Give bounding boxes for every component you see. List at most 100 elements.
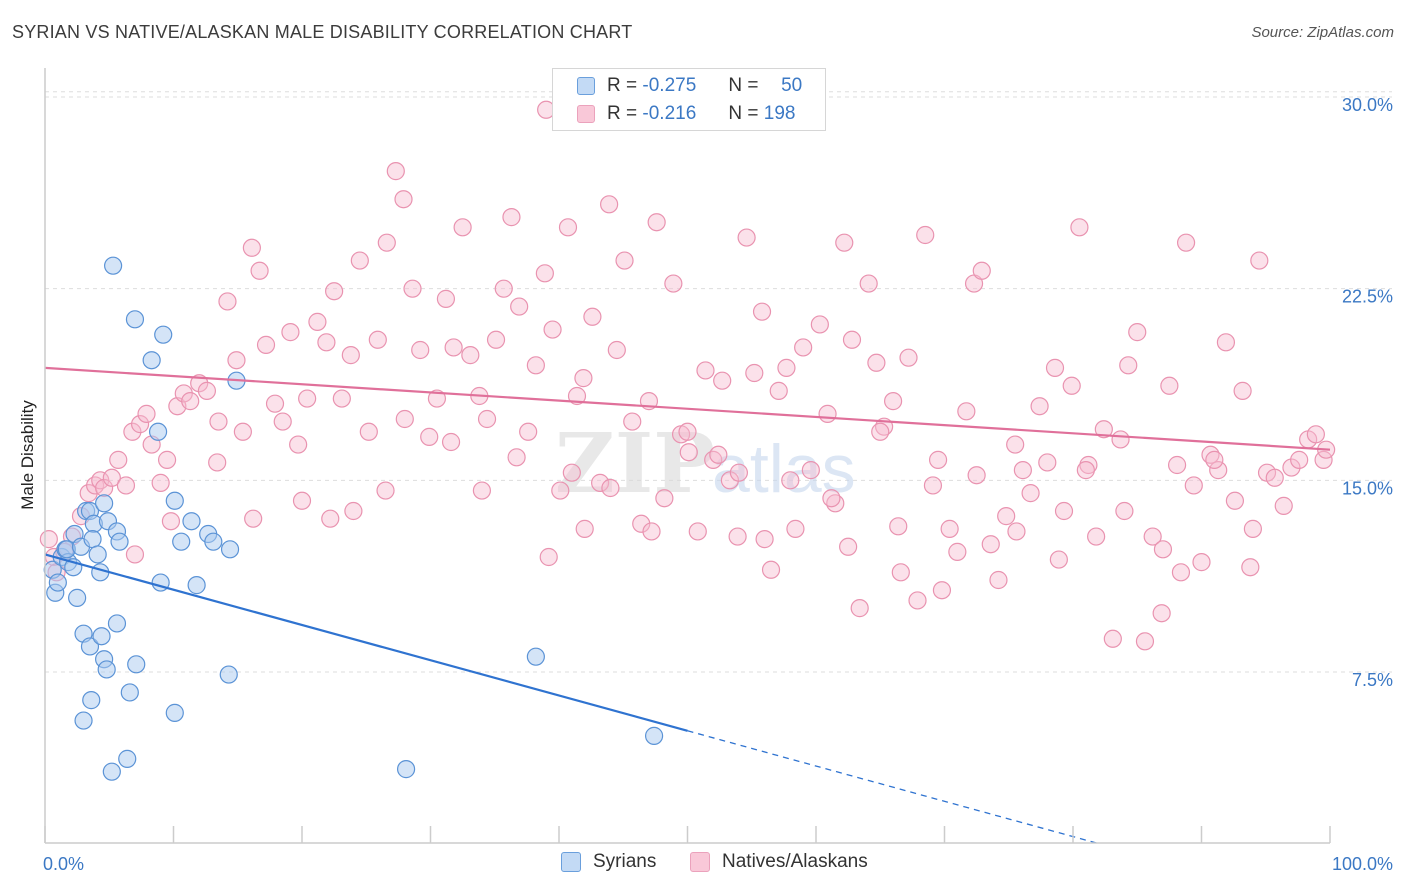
syrians-legend-swatch bbox=[561, 852, 581, 872]
native-point bbox=[395, 409, 414, 429]
native-point bbox=[1167, 455, 1187, 475]
native-point bbox=[871, 422, 890, 441]
syrian-point bbox=[120, 683, 139, 702]
native-point bbox=[543, 320, 562, 339]
native-point bbox=[1128, 323, 1147, 342]
syrian-point bbox=[68, 588, 87, 607]
native-point bbox=[227, 351, 246, 370]
native-point bbox=[818, 404, 837, 423]
native-point bbox=[125, 545, 145, 564]
native-point bbox=[1103, 629, 1122, 648]
native-point bbox=[1062, 376, 1081, 395]
native-point bbox=[461, 346, 480, 365]
syrian-point bbox=[88, 545, 107, 564]
native-point bbox=[981, 535, 1000, 554]
native-point bbox=[377, 233, 396, 252]
natives-legend-swatch bbox=[690, 852, 710, 872]
native-point bbox=[403, 279, 422, 298]
syrians-legend-label: Syrians bbox=[593, 851, 657, 872]
x-tick-label: 0.0% bbox=[43, 854, 84, 874]
syrian-point bbox=[526, 647, 545, 666]
native-point bbox=[157, 450, 177, 469]
native-point bbox=[891, 563, 910, 582]
native-point bbox=[713, 371, 732, 390]
syrian-point bbox=[220, 540, 240, 559]
syrian-point bbox=[219, 665, 238, 684]
native-point bbox=[761, 560, 781, 579]
native-point bbox=[1160, 376, 1179, 395]
native-point bbox=[539, 547, 558, 567]
native-point bbox=[394, 190, 413, 209]
y-tick-label: 15.0% bbox=[1342, 478, 1393, 498]
native-point bbox=[233, 422, 252, 441]
syrian-trend-extension bbox=[687, 730, 1097, 844]
native-point bbox=[615, 251, 634, 270]
legend-row-syrians: R = -0.275 N = 50 bbox=[577, 74, 802, 98]
syrian-point bbox=[83, 530, 102, 549]
syrian-point bbox=[182, 512, 201, 531]
native-point bbox=[928, 450, 948, 469]
native-point bbox=[308, 312, 327, 331]
native-point bbox=[1243, 519, 1263, 538]
syrian-point bbox=[187, 576, 206, 595]
syrian-point bbox=[204, 532, 223, 551]
native-point bbox=[376, 481, 395, 500]
watermark-zip: ZIP bbox=[555, 416, 715, 512]
syrian-point bbox=[644, 726, 664, 745]
native-point bbox=[1006, 435, 1025, 454]
native-point bbox=[850, 599, 869, 618]
native-point bbox=[1152, 604, 1171, 623]
syrian-point bbox=[172, 532, 191, 551]
native-point bbox=[752, 302, 772, 321]
syrian-point bbox=[82, 691, 101, 710]
native-point bbox=[1045, 358, 1065, 377]
syrians-swatch bbox=[577, 77, 595, 95]
native-point bbox=[1205, 450, 1224, 469]
native-point bbox=[583, 307, 602, 326]
syrian-point bbox=[95, 494, 114, 513]
native-point bbox=[801, 461, 820, 480]
native-point bbox=[728, 527, 747, 546]
y-axis-label: Male Disability bbox=[18, 400, 37, 510]
native-point bbox=[600, 195, 619, 214]
native-point bbox=[1111, 430, 1130, 449]
native-point bbox=[526, 356, 545, 375]
native-point bbox=[209, 412, 228, 431]
native-point bbox=[786, 519, 805, 538]
native-point bbox=[1184, 476, 1203, 495]
native-point bbox=[1233, 381, 1252, 400]
native-point bbox=[1192, 553, 1211, 572]
native-point bbox=[769, 381, 788, 400]
syrian-point bbox=[97, 660, 116, 679]
native-point bbox=[688, 522, 707, 541]
native-point bbox=[325, 282, 344, 301]
syrian-point bbox=[107, 614, 127, 633]
native-point bbox=[1087, 527, 1106, 546]
native-point bbox=[835, 233, 854, 252]
native-point bbox=[704, 450, 723, 469]
native-point bbox=[1021, 484, 1040, 503]
native-point bbox=[558, 218, 578, 237]
native-point bbox=[1007, 522, 1026, 541]
native-point bbox=[298, 389, 317, 408]
native-point bbox=[519, 422, 538, 441]
native-point bbox=[1013, 461, 1032, 480]
native-point bbox=[957, 402, 976, 421]
native-point bbox=[709, 445, 728, 464]
native-point bbox=[794, 338, 813, 357]
native-point bbox=[972, 261, 991, 280]
native-point bbox=[1225, 491, 1245, 510]
native-point bbox=[908, 591, 927, 610]
native-point bbox=[839, 537, 858, 556]
native-point bbox=[737, 228, 756, 247]
native-point bbox=[916, 225, 935, 245]
source-credit: Source: ZipAtlas.com bbox=[1251, 24, 1394, 41]
native-point bbox=[810, 315, 829, 334]
n-label: N = bbox=[728, 103, 759, 124]
native-point bbox=[1209, 461, 1228, 480]
native-point bbox=[1306, 425, 1325, 444]
native-point bbox=[123, 422, 142, 441]
native-point bbox=[696, 361, 715, 380]
native-point bbox=[678, 422, 697, 441]
